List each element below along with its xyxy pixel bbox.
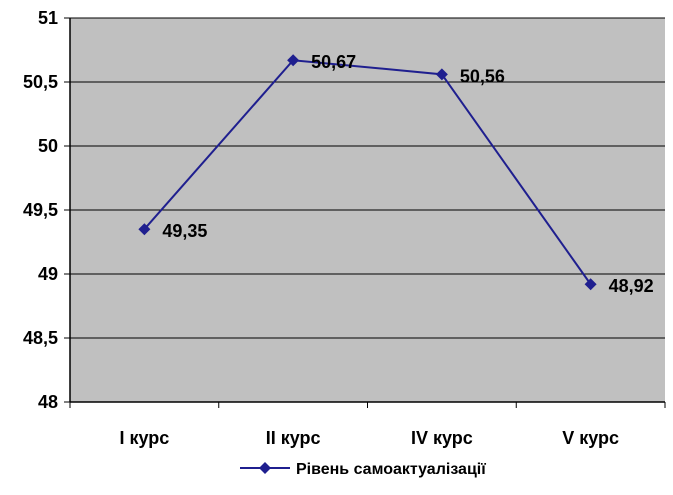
y-tick-label: 49	[38, 264, 58, 284]
data-label: 49,35	[162, 221, 207, 241]
data-point-marker	[435, 68, 448, 81]
data-point-marker	[584, 278, 597, 291]
x-tick-label: I курс	[119, 428, 169, 448]
data-label: 50,56	[460, 66, 505, 86]
y-tick-label: 50,5	[23, 72, 58, 92]
series-line	[143, 59, 592, 285]
data-point-marker	[287, 54, 300, 67]
data-label: 50,67	[311, 52, 356, 72]
y-tick-label: 49,5	[23, 200, 58, 220]
x-tick-label: V курс	[562, 428, 619, 448]
y-tick-label: 48	[38, 392, 58, 412]
y-tick-label: 48,5	[23, 328, 58, 348]
data-label: 48,92	[609, 276, 654, 296]
legend-label: Рівень самоактуалізації	[296, 461, 486, 478]
y-tick-label: 51	[38, 8, 58, 28]
data-point-marker	[138, 223, 151, 236]
x-tick-label: IV курс	[411, 428, 473, 448]
y-tick-label: 50	[38, 136, 58, 156]
x-tick-label: II курс	[266, 428, 321, 448]
legend-marker	[259, 462, 271, 474]
